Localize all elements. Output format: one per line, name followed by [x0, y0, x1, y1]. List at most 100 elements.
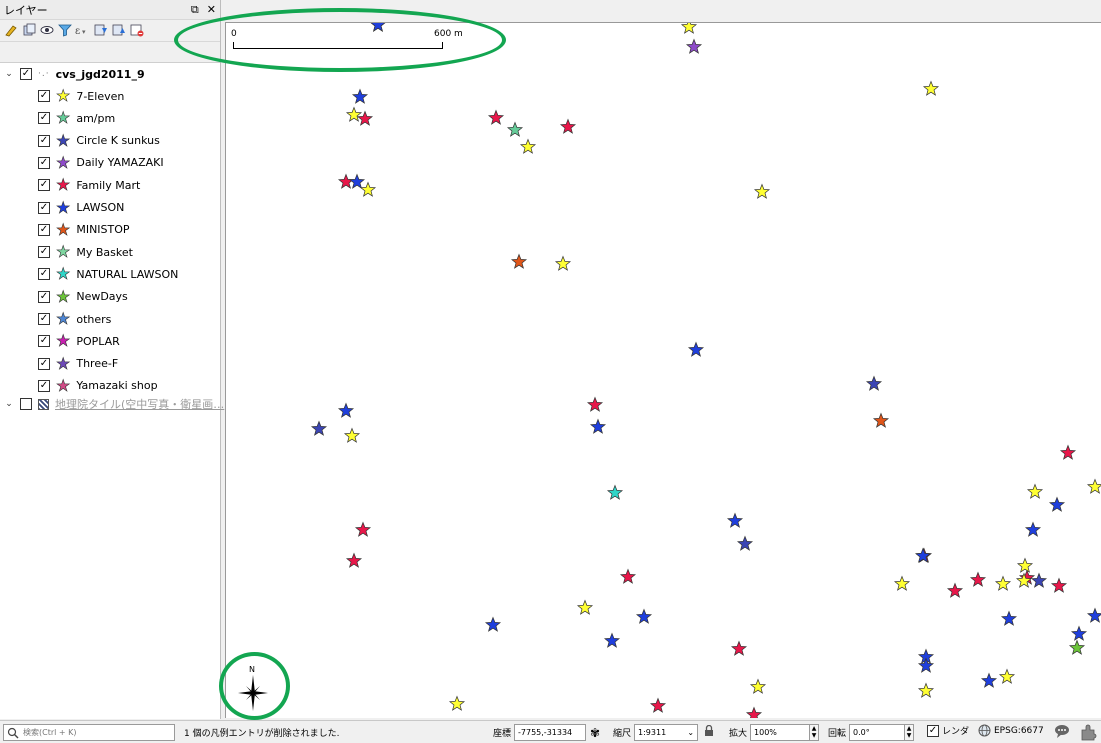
star-symbol-icon: ★	[56, 175, 71, 195]
coordinate-field[interactable]: -7755,-31334	[514, 724, 587, 741]
collapse-group-icon[interactable]: ⌄	[5, 69, 13, 79]
magnifier-spinner[interactable]: ▲ ▼	[810, 724, 820, 741]
lock-scale-icon[interactable]	[704, 724, 714, 740]
store-marker	[865, 375, 883, 391]
store-marker	[359, 181, 377, 197]
scale-bar: 0 600 m	[231, 29, 463, 53]
layer-row[interactable]: ✓ ★ Yamazaki shop	[38, 376, 158, 396]
layer-tree: ⌄ ✓ ·.· cvs_jgd2011_9 ✓ ★ 7-Eleven ✓ ★ am/pm ✓…	[0, 62, 224, 719]
store-marker	[1068, 639, 1086, 655]
map-points-layer	[310, 23, 1101, 718]
layer-label: My Basket	[76, 245, 133, 259]
store-marker	[980, 672, 998, 688]
layer-row[interactable]: ✓ ★ POPLAR	[38, 331, 120, 351]
messages-icon[interactable]	[1054, 724, 1070, 738]
layer-visibility-checkbox[interactable]: ✓	[38, 90, 50, 102]
float-panel-icon[interactable]: ⧉	[190, 2, 199, 16]
layer-row[interactable]: ✓ ★ MINISTOP	[38, 220, 130, 240]
layer-label: POPLAR	[76, 334, 120, 348]
filter-expression-icon[interactable]: ε ▾	[75, 23, 90, 38]
layer-label: LAWSON	[76, 201, 125, 214]
store-marker	[1024, 521, 1042, 537]
store-marker	[310, 420, 328, 436]
style-manager-icon[interactable]	[3, 23, 18, 38]
store-marker	[745, 706, 763, 718]
layers-panel-titlebar: レイヤー ⧉ ✕	[0, 0, 220, 20]
layer-visibility-checkbox[interactable]: ✓	[38, 313, 50, 325]
layer-label: Yamazaki shop	[76, 379, 158, 393]
store-marker	[348, 173, 366, 189]
layer-visibility-checkbox[interactable]: ✓	[38, 156, 50, 169]
layer-row[interactable]: ✓ ★ Family Mart	[38, 175, 140, 195]
map-canvas[interactable]: 0 600 m N	[225, 22, 1101, 718]
layer-visibility-checkbox[interactable]: ✓	[38, 290, 50, 303]
crs-button[interactable]: EPSG:6677	[994, 725, 1044, 736]
layer-row[interactable]: ✓ ★ NATURAL LAWSON	[38, 264, 178, 284]
filter-legend-icon[interactable]	[57, 23, 72, 38]
layer-row[interactable]: ✓ ★ others	[38, 309, 111, 329]
layer-row[interactable]: ✓ ★ Circle K sunkus	[38, 131, 160, 151]
store-marker	[730, 640, 748, 656]
layer-row[interactable]: ✓ ★ LAWSON	[38, 198, 124, 218]
add-group-icon[interactable]	[21, 23, 36, 38]
store-marker	[506, 121, 524, 137]
layer-group-row[interactable]: ⌄ ✓ ·.· cvs_jgd2011_9	[4, 64, 145, 84]
expand-raster-icon[interactable]: ⌄	[5, 399, 13, 409]
layer-visibility-checkbox[interactable]: ✓	[38, 112, 50, 125]
star-symbol-icon: ★	[56, 286, 71, 306]
render-checkbox[interactable]: ✓	[927, 724, 939, 737]
expand-all-icon[interactable]	[93, 23, 108, 38]
layer-visibility-checkbox[interactable]: ✓	[38, 201, 50, 214]
layer-visibility-checkbox[interactable]: ✓	[38, 179, 50, 192]
scale-combobox[interactable]: 1:9311 ⌄	[634, 724, 699, 741]
north-arrow: N	[234, 665, 272, 713]
store-marker	[1015, 572, 1033, 588]
toggle-extents-icon[interactable]: ✾	[590, 725, 601, 740]
star-symbol-icon: ★	[56, 130, 71, 150]
layer-visibility-checkbox[interactable]: ✓	[38, 223, 50, 236]
layers-panel-title: レイヤー	[4, 3, 48, 17]
remove-layer-icon[interactable]	[129, 23, 144, 38]
layer-visibility-checkbox[interactable]: ✓	[38, 357, 50, 370]
magnifier-field[interactable]: 100%	[750, 724, 811, 741]
rotation-field[interactable]: 0.0°	[849, 724, 906, 741]
store-marker	[619, 568, 637, 584]
store-marker	[1048, 496, 1066, 512]
store-marker	[736, 535, 754, 551]
store-marker	[1070, 625, 1088, 641]
store-marker	[893, 575, 911, 591]
store-marker	[914, 547, 932, 563]
layer-row[interactable]: ✓ ★ am/pm	[38, 108, 115, 128]
layer-visibility-checkbox[interactable]: ✓	[38, 246, 50, 259]
layer-row[interactable]: ✓ ★ My Basket	[38, 242, 133, 262]
layer-row[interactable]: ✓ ★ Three-F	[38, 354, 118, 374]
store-marker	[872, 412, 890, 428]
close-panel-icon[interactable]: ✕	[206, 2, 216, 16]
raster-layer-row[interactable]: ⌄ 地理院タイル(空中写真・衛星画…	[4, 394, 224, 414]
store-marker	[1050, 577, 1068, 593]
layer-row[interactable]: ✓ ★ 7-Eleven	[38, 86, 124, 106]
star-symbol-icon: ★	[56, 309, 71, 328]
raster-visibility-checkbox[interactable]	[20, 398, 32, 410]
store-marker	[354, 521, 372, 537]
layer-visibility-checkbox[interactable]: ✓	[38, 268, 50, 281]
locator-search-input[interactable]: 検索(Ctrl + K)	[3, 724, 175, 741]
crs-globe-icon	[978, 724, 991, 737]
store-marker	[1030, 572, 1048, 588]
plugin-icon[interactable]	[1080, 724, 1098, 741]
collapse-all-icon[interactable]	[111, 23, 126, 38]
layer-visibility-checkbox[interactable]: ✓	[38, 134, 50, 147]
store-marker	[1086, 478, 1101, 494]
group-visibility-checkbox[interactable]: ✓	[20, 68, 32, 80]
layer-label: Family Mart	[76, 178, 141, 192]
layer-row[interactable]: ✓ ★ NewDays	[38, 287, 128, 307]
manage-visibility-icon[interactable]	[39, 23, 54, 38]
store-marker	[946, 582, 964, 598]
layer-visibility-checkbox[interactable]: ✓	[38, 379, 50, 392]
rotation-spinner[interactable]: ▲ ▼	[905, 724, 915, 741]
layer-row[interactable]: ✓ ★ Daily YAMAZAKI	[38, 153, 164, 173]
layer-label: MINISTOP	[76, 223, 130, 237]
layer-visibility-checkbox[interactable]: ✓	[38, 335, 50, 348]
store-marker	[576, 599, 594, 615]
group-label: cvs_jgd2011_9	[55, 67, 145, 81]
